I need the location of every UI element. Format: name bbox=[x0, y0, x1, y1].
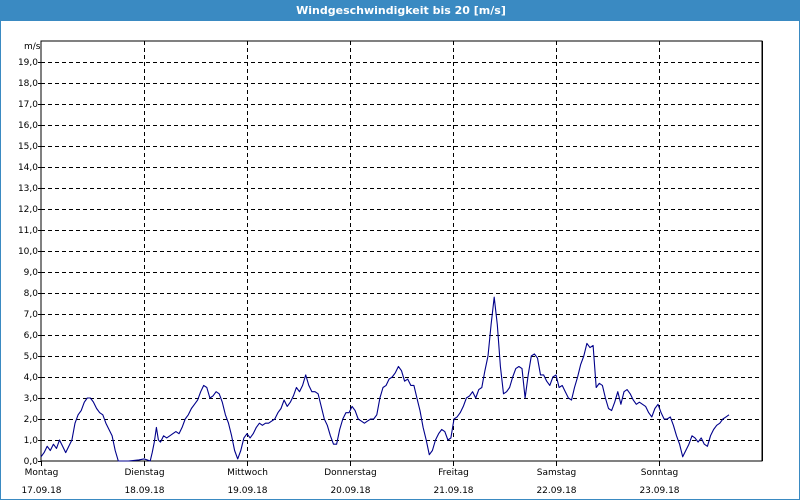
x-tick-labels: Montag 17.09.18 Dienstag 18.09.18 Mittwoch 19… bbox=[21, 468, 679, 496]
axes bbox=[38, 40, 763, 466]
x-tick-weekday: Freitag bbox=[438, 468, 469, 478]
y-tick-label: 6,0 bbox=[24, 331, 39, 341]
x-tick-date: 19.09.18 bbox=[227, 486, 267, 496]
y-tick-label: 0,0 bbox=[24, 457, 39, 467]
y-tick-label: 3,0 bbox=[24, 394, 39, 404]
y-tick-labels: 0,0 1,0 2,0 3,0 4,0 5,0 6,0 7,0 8,0 9,0 10,0 11,0 12… bbox=[18, 58, 38, 467]
wind-speed-chart: 0,0 1,0 2,0 3,0 4,0 5,0 6,0 7,0 8,0 9,0 10,0 11,0 12… bbox=[18, 40, 763, 496]
y-tick-label: 2,0 bbox=[24, 415, 39, 425]
x-tick-weekday: Sonntag bbox=[641, 468, 678, 478]
y-tick-label: 14,0 bbox=[18, 163, 38, 173]
y-tick-label: 5,0 bbox=[24, 352, 39, 362]
y-tick-label: 8,0 bbox=[24, 289, 39, 299]
x-tick-date: 22.09.18 bbox=[536, 486, 576, 496]
x-tick-date: 23.09.18 bbox=[639, 486, 679, 496]
x-tick-weekday: Donnerstag bbox=[324, 468, 377, 478]
y-tick-label: 16,0 bbox=[18, 121, 38, 131]
y-tick-label: 19,0 bbox=[18, 58, 38, 68]
y-tick-label: 4,0 bbox=[24, 373, 39, 383]
y-tick-label: 11,0 bbox=[18, 226, 38, 236]
x-tick-date: 21.09.18 bbox=[433, 486, 473, 496]
chart-title: Windgeschwindigkeit bis 20 [m/s] bbox=[296, 4, 506, 17]
wind-speed-line bbox=[40, 296, 730, 462]
grid bbox=[41, 41, 762, 461]
x-tick-date: 20.09.18 bbox=[330, 486, 370, 496]
y-tick-label: 18,0 bbox=[18, 79, 38, 89]
x-tick-weekday: Samstag bbox=[537, 468, 576, 478]
x-tick-weekday: Mittwoch bbox=[227, 468, 268, 478]
title-bar: Windgeschwindigkeit bis 20 [m/s] bbox=[1, 1, 800, 21]
y-tick-label: 15,0 bbox=[18, 142, 38, 152]
series-layer bbox=[40, 296, 730, 462]
y-tick-label: 7,0 bbox=[24, 310, 39, 320]
y-tick-label: 10,0 bbox=[18, 247, 38, 257]
x-tick-date: 17.09.18 bbox=[21, 486, 61, 496]
y-axis-label: m/s bbox=[24, 42, 41, 52]
x-tick-weekday: Montag bbox=[25, 468, 59, 478]
y-tick-label: 9,0 bbox=[24, 268, 39, 278]
y-tick-label: 1,0 bbox=[24, 436, 39, 446]
x-tick-weekday: Dienstag bbox=[124, 468, 164, 478]
x-tick-date: 18.09.18 bbox=[124, 486, 164, 496]
y-tick-label: 13,0 bbox=[18, 184, 38, 194]
y-tick-label: 17,0 bbox=[18, 100, 38, 110]
y-tick-label: 12,0 bbox=[18, 205, 38, 215]
